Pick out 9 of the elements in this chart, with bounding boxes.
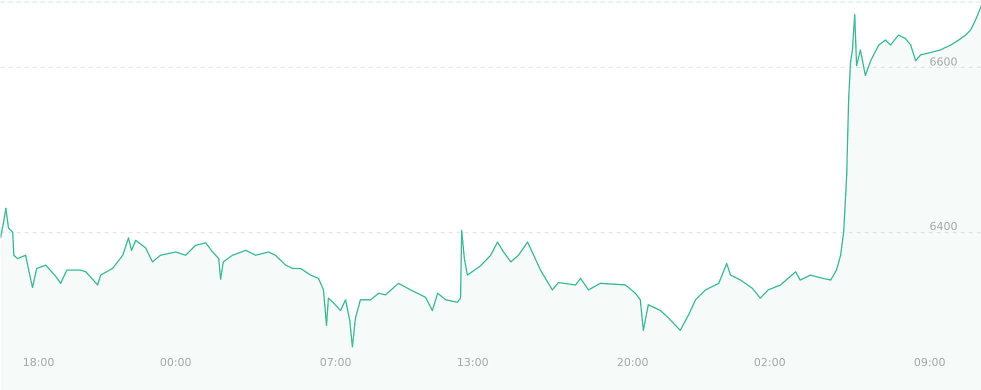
y-tick-label: 6600 (930, 55, 958, 68)
y-tick-label: 6400 (930, 220, 958, 234)
x-tick-label: 09:00 (914, 356, 946, 369)
x-tick-label: 07:00 (320, 356, 352, 369)
x-tick-label: 02:00 (754, 356, 786, 369)
x-tick-label: 20:00 (616, 356, 649, 369)
x-tick-label: 00:00 (160, 356, 192, 369)
x-tick-label: 18:00 (22, 356, 54, 369)
x-tick-label: 13:00 (456, 356, 489, 369)
